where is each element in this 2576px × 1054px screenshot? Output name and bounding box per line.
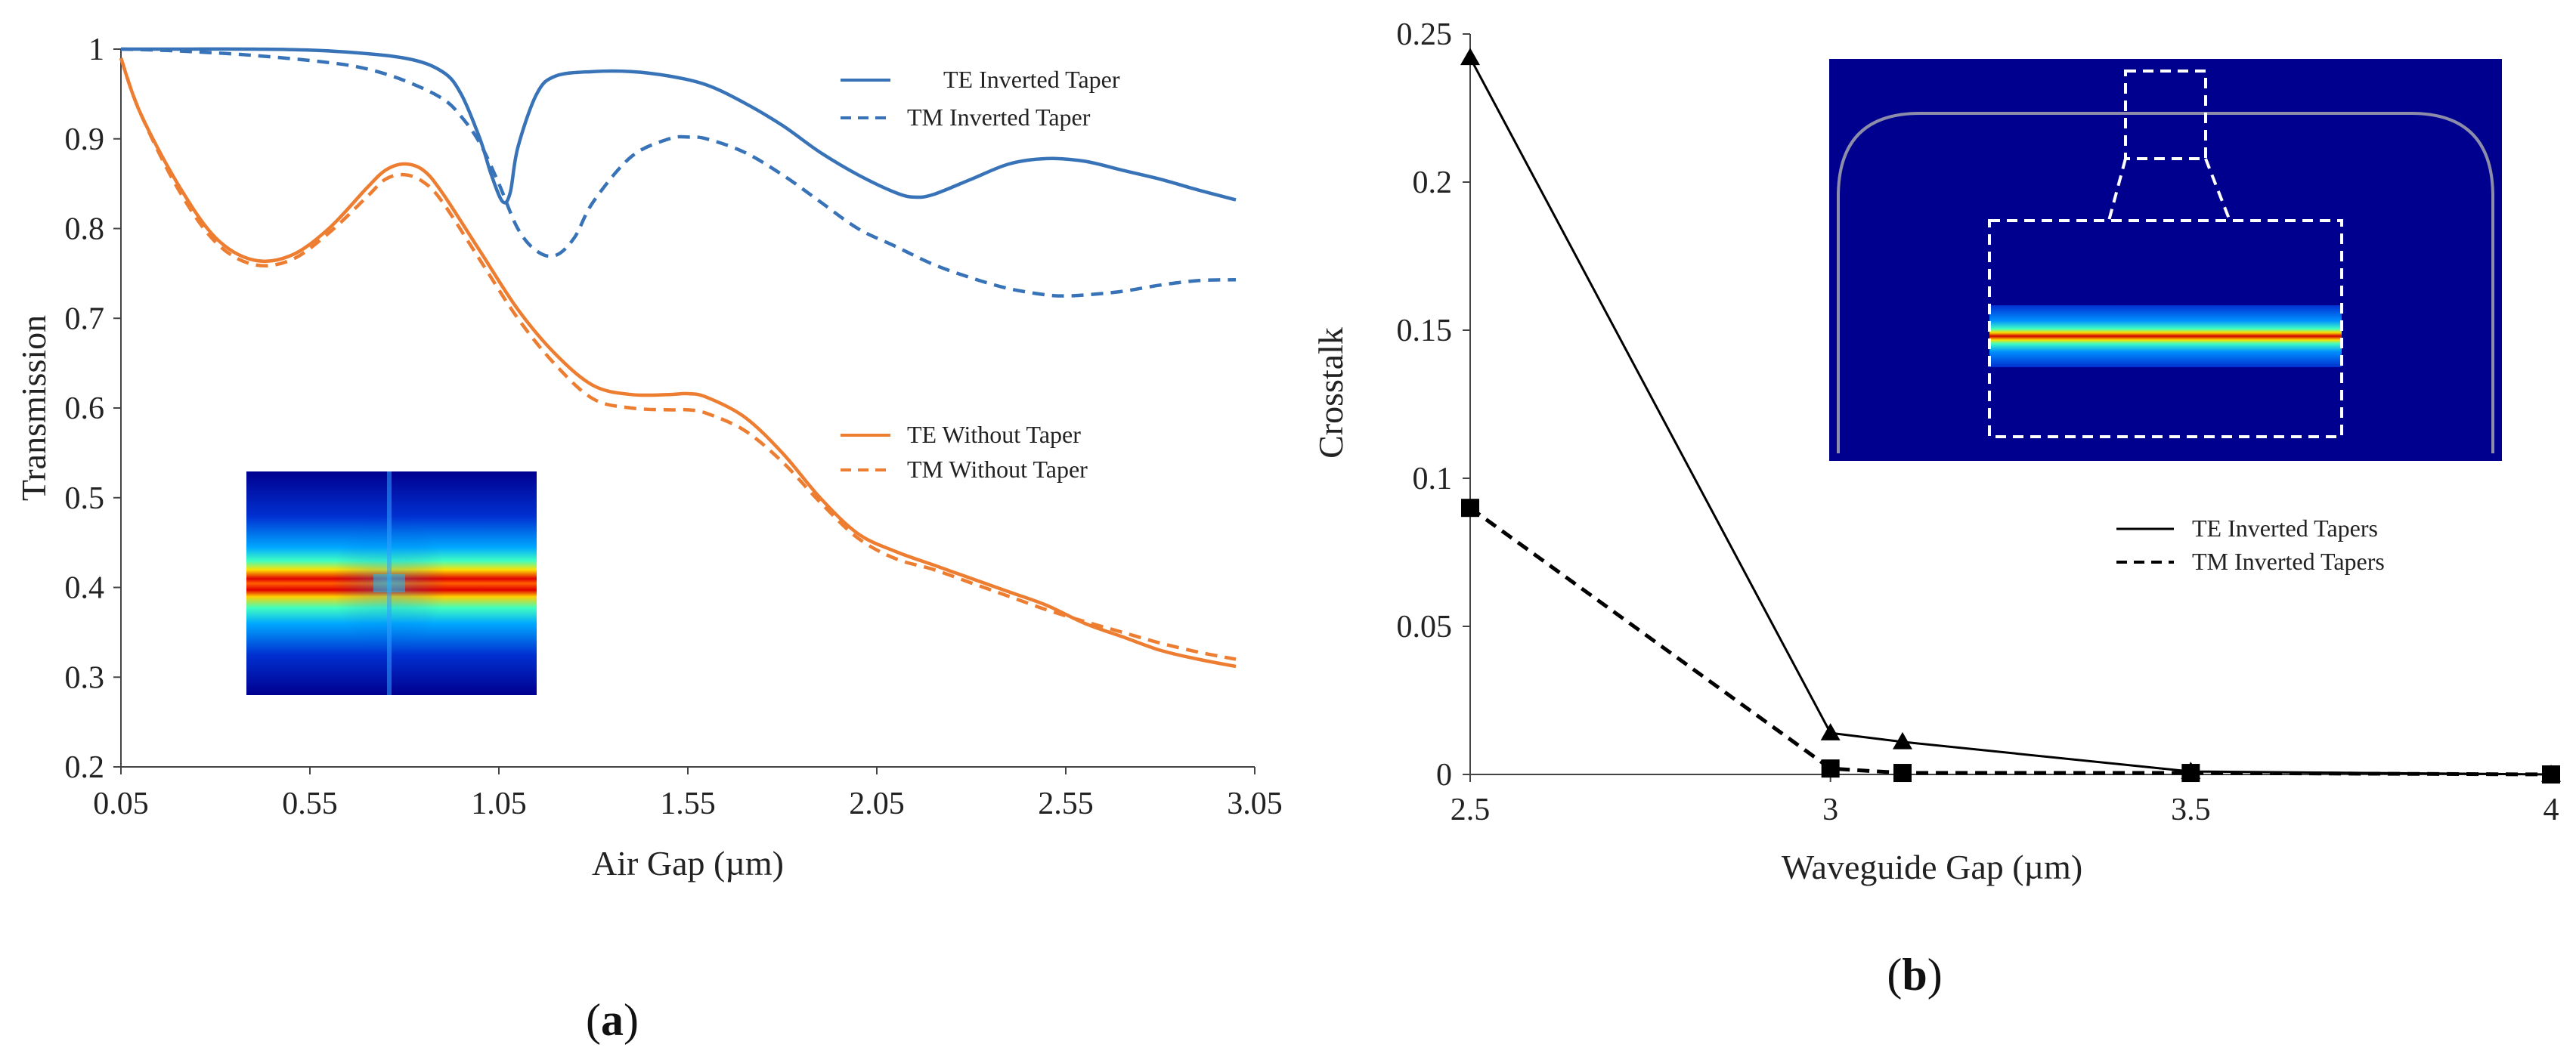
a-legend-without: TE Without Taper TM Without Taper [841,421,1088,483]
legend-tm-inverted-tapers: TM Inverted Tapers [2192,548,2385,575]
legend-tm-without-taper: TM Without Taper [907,456,1088,483]
panel-a-chart: 0.2 0.3 0.4 0.5 0.6 0.7 0.8 0.9 1 0.05 0.55 1.05 1.… [14,32,1283,1045]
b-y-tick-label: 0.25 [1397,17,1453,52]
b-x-tick-label: 4 [2543,793,2559,827]
a-y-tick-label: 0.9 [65,122,105,157]
series-line-te-inverted-taper [121,47,1237,205]
a-x-tick-label: 0.05 [93,787,149,821]
b-x-axis-label: Waveguide Gap (µm) [1782,848,2082,886]
a-caption: (a) [586,995,639,1045]
b-legend: TE Inverted Tapers TM Inverted Tapers [2116,515,2385,575]
a-y-tick-label: 0.8 [65,212,105,247]
point-tm-inverted-tapers [1821,759,1840,778]
b-y-tick-label: 0.05 [1397,610,1453,644]
a-x-tick-label: 2.05 [849,787,905,821]
series-line-tm-without-taper [119,57,1237,661]
legend-te-inverted-taper: TE Inverted Taper [943,66,1120,93]
a-x-tick-label: 1.55 [660,787,716,821]
a-inset-heatmap [246,471,537,695]
point-tm-inverted-tapers [2542,765,2560,784]
b-y-tick-label: 0.2 [1413,165,1453,200]
a-x-axis-label: Air Gap (µm) [592,844,784,882]
b-inset-mode-profile [1829,59,2502,461]
series-line-tm-inverted-taper [120,47,1237,298]
a-y-axis-label: Transmission [14,315,53,501]
point-tm-inverted-tapers [1461,499,1479,518]
legend-tm-inverted-taper: TM Inverted Taper [907,104,1091,131]
a-y-tick-label: 1 [88,32,104,67]
point-tm-inverted-tapers [2181,764,2200,783]
a-x-tick-label: 3.05 [1227,787,1283,821]
series-line-tm-inverted-tapers [1469,506,2552,777]
b-y-axis-label: Crosstalk [1311,327,1350,459]
b-y-tick-label: 0.15 [1397,314,1453,348]
a-y-tick-label: 0.3 [65,660,105,695]
legend-te-inverted-tapers: TE Inverted Tapers [2192,515,2378,542]
a-y-tick-label: 0.4 [65,571,105,606]
a-y-tick-label: 0.6 [65,391,105,426]
a-x-tick-label: 2.55 [1038,787,1094,821]
b-x-tick-label: 3.5 [2171,793,2211,827]
a-legend-inverted: TE Inverted Taper TM Inverted Taper [841,66,1120,131]
point-te-inverted-tapers [1820,723,1841,740]
b-caption: (b) [1887,950,1942,1000]
point-te-inverted-tapers [1460,48,1480,66]
b-x-tick-label: 2.5 [1451,793,1491,827]
a-y-tick-label: 0.7 [65,301,105,336]
b-y-tick-label: 0 [1436,758,1452,793]
legend-te-without-taper: TE Without Taper [907,421,1081,448]
a-y-tick-label: 0.5 [65,481,105,516]
series-line-te-without-taper [119,57,1237,669]
a-x-tick-label: 0.55 [282,787,338,821]
a-y-tick-label: 0.2 [65,750,105,785]
panel-b-chart: 0 0.05 0.1 0.15 0.2 0.25 2.5 3 3.5 4 TE Inverted… [1311,17,2561,1000]
b-x-tick-label: 3 [1822,793,1838,827]
point-te-inverted-tapers [1893,731,1912,750]
b-y-tick-label: 0.1 [1413,462,1453,496]
point-tm-inverted-tapers [1893,764,1912,783]
a-x-tick-label: 1.05 [471,787,527,821]
